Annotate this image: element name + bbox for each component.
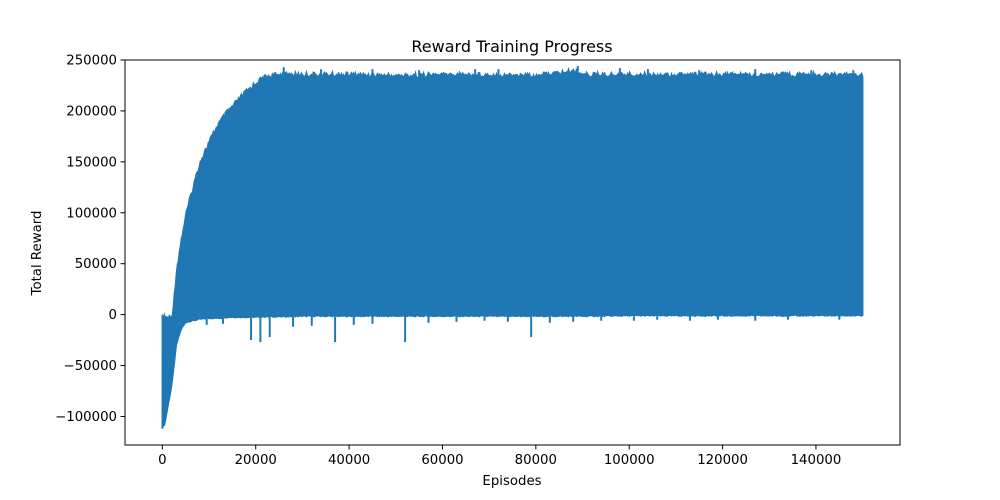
x-tick-label: 40000 xyxy=(328,453,370,468)
x-tick-label: 100000 xyxy=(604,453,655,468)
x-axis: 0 20000 40000 60000 80000 100000 120000 140000 xyxy=(158,445,841,468)
x-tick-label: 0 xyxy=(158,453,166,468)
x-tick-label: 80000 xyxy=(515,453,557,468)
y-axis: −100000 −50000 0 50000 100000 150000 200000 250… xyxy=(55,54,125,425)
y-tick-label: −50000 xyxy=(64,359,117,374)
y-tick-label: 50000 xyxy=(75,257,117,272)
x-tick-label: 140000 xyxy=(791,453,842,468)
x-tick-label: 120000 xyxy=(697,453,748,468)
plot-area xyxy=(161,66,864,429)
chart-title: Reward Training Progress xyxy=(411,37,612,56)
x-tick-label: 20000 xyxy=(235,453,277,468)
x-tick-label: 60000 xyxy=(421,453,463,468)
y-axis-label: Total Reward xyxy=(30,211,45,297)
y-tick-label: 200000 xyxy=(66,104,117,119)
y-tick-label: −100000 xyxy=(55,410,117,425)
plot-frame xyxy=(124,59,901,446)
y-tick-label: 0 xyxy=(109,308,117,323)
y-tick-label: 150000 xyxy=(66,155,117,170)
x-axis-label: Episodes xyxy=(482,474,541,489)
reward-series-band xyxy=(161,66,864,429)
y-tick-label: 250000 xyxy=(66,54,117,69)
y-tick-label: 100000 xyxy=(66,206,117,221)
